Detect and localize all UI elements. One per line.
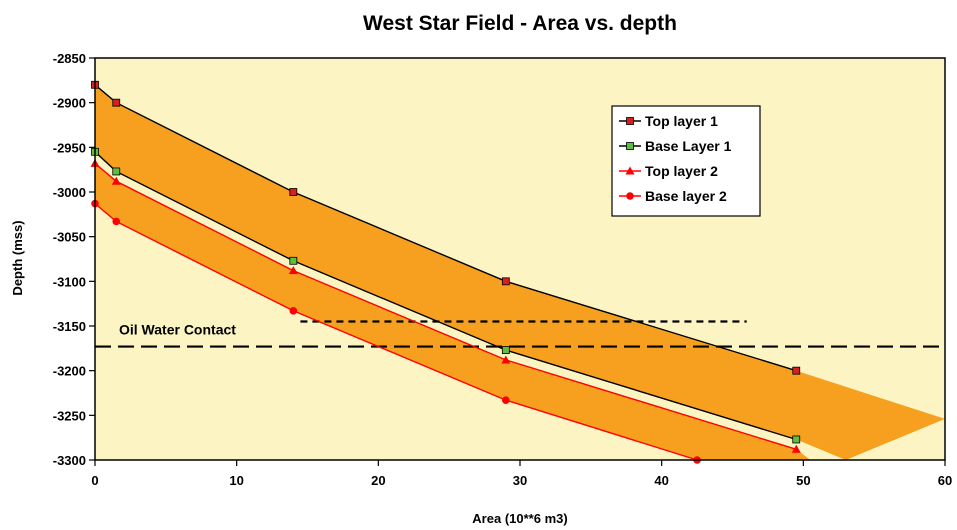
data-point-top-layer-2-5 bbox=[791, 444, 801, 453]
data-point-base-layer-1-4 bbox=[501, 346, 510, 355]
axes: 0 10 20 30 40 50 60 -2850 -2900 -2950 -3000 -3050 -3… bbox=[53, 51, 952, 488]
x-tick-label: 30 bbox=[513, 473, 527, 488]
x-tick-label: 20 bbox=[371, 473, 385, 488]
data-point-top-layer-2-3 bbox=[288, 266, 298, 275]
x-axis-label: Area (10**6 m3) bbox=[472, 511, 567, 526]
legend-label-top-layer-2: Top layer 2 bbox=[645, 163, 718, 179]
y-tick-label: -2900 bbox=[53, 96, 86, 111]
legend: Top layer 1 Base Layer 1 Top layer 2 Base l… bbox=[611, 105, 761, 217]
y-tick-label: -2950 bbox=[53, 140, 86, 155]
x-tick-label: 60 bbox=[938, 473, 952, 488]
data-point-base-layer-1-3 bbox=[289, 256, 298, 265]
data-point-top-layer-2-2 bbox=[111, 176, 121, 185]
chart-title: West Star Field - Area vs. depth bbox=[363, 12, 677, 35]
data-point-top-layer-1-4 bbox=[501, 277, 510, 286]
data-point-base-layer-2-3 bbox=[289, 307, 298, 315]
y-tick-label: -3100 bbox=[53, 274, 86, 289]
x-tick-label: 40 bbox=[654, 473, 668, 488]
band-1 bbox=[95, 84, 945, 460]
data-point-base-layer-1-2 bbox=[112, 167, 121, 176]
oil-water-contact-label: Oil Water Contact bbox=[119, 322, 236, 338]
reference-lines: Oil Water Contact bbox=[95, 320, 945, 348]
legend-label-base-layer-2: Base layer 2 bbox=[645, 188, 727, 204]
legend-marker-base-layer-1 bbox=[626, 142, 634, 150]
data-point-base-layer-1-5 bbox=[792, 435, 801, 444]
x-tick-label: 0 bbox=[91, 473, 98, 488]
y-tick-label: -3000 bbox=[53, 185, 86, 200]
legend-label-base-layer-1: Base Layer 1 bbox=[645, 138, 732, 154]
legend-marker-base-layer-2 bbox=[626, 192, 634, 200]
legend-label-top-layer-1: Top layer 1 bbox=[645, 113, 718, 129]
data-point-top-layer-2-4 bbox=[501, 355, 511, 364]
y-tick-label: -3200 bbox=[53, 364, 86, 379]
data-point-top-layer-1-2 bbox=[112, 98, 121, 107]
x-tick-label: 10 bbox=[229, 473, 243, 488]
y-tick-label: -3300 bbox=[53, 453, 86, 468]
y-tick-label: -3250 bbox=[53, 408, 86, 423]
y-tick-label: -2850 bbox=[53, 51, 86, 66]
y-axis-label: Depth (mss) bbox=[10, 220, 25, 295]
bands bbox=[95, 84, 945, 460]
data-point-base-layer-2-4 bbox=[502, 396, 510, 404]
data-point-base-layer-2-2 bbox=[112, 217, 121, 226]
y-tick-label: -3050 bbox=[53, 230, 86, 245]
legend-marker-top-layer-2 bbox=[625, 166, 635, 175]
legend-box bbox=[611, 105, 761, 217]
legend-marker-top-layer-1 bbox=[626, 117, 634, 125]
data-point-top-layer-1-3 bbox=[289, 188, 298, 196]
x-tick-label: 50 bbox=[796, 473, 810, 488]
y-tick-label: -3150 bbox=[53, 319, 86, 334]
data-point-top-layer-1-5 bbox=[792, 366, 801, 375]
